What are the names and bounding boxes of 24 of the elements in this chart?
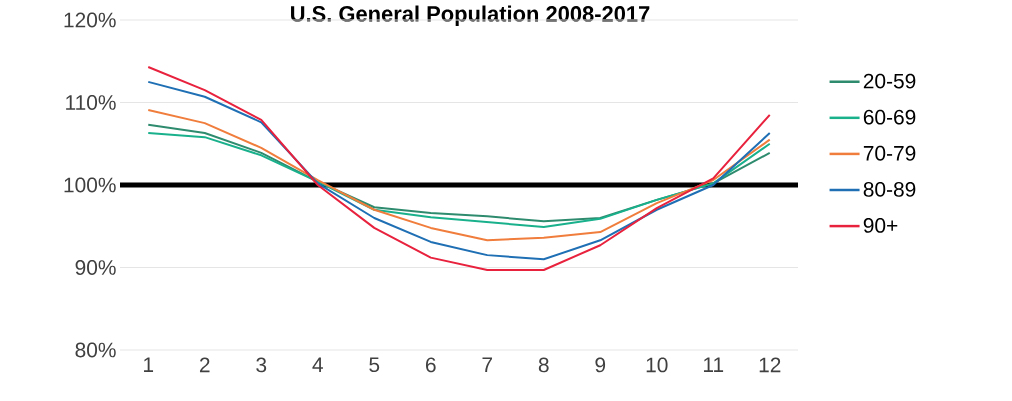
x-tick-label: 9 <box>595 357 606 373</box>
x-tick-label: 1 <box>144 357 154 372</box>
legend-label: 80-89 <box>863 181 916 197</box>
y-tick-label: 80% <box>75 342 116 358</box>
y-tick-label: 110% <box>66 95 116 110</box>
legend-label: 70-79 <box>863 145 916 161</box>
x-tick-label: 11 <box>703 357 724 372</box>
x-tick-label: 7 <box>482 357 493 372</box>
y-tick-label: 120% <box>64 12 116 28</box>
y-tick-label: 90% <box>75 260 116 275</box>
legend-label: 90+ <box>863 218 898 233</box>
legend-label: 20-59 <box>863 73 916 89</box>
x-tick-label: 2 <box>199 357 210 373</box>
x-tick-label: 10 <box>646 357 668 373</box>
x-tick-label: 4 <box>312 357 323 372</box>
x-tick-label: 12 <box>759 357 781 373</box>
x-tick-label: 5 <box>369 357 380 373</box>
line-series <box>147 108 771 242</box>
x-tick-label: 6 <box>426 357 436 373</box>
legend-label: 60-69 <box>863 109 916 125</box>
y-tick-label: 100% <box>64 177 116 193</box>
chart-title: U.S. General Population 2008-2017 <box>291 5 650 26</box>
x-tick-label: 3 <box>256 357 267 373</box>
x-tick-label: 8 <box>538 357 549 373</box>
